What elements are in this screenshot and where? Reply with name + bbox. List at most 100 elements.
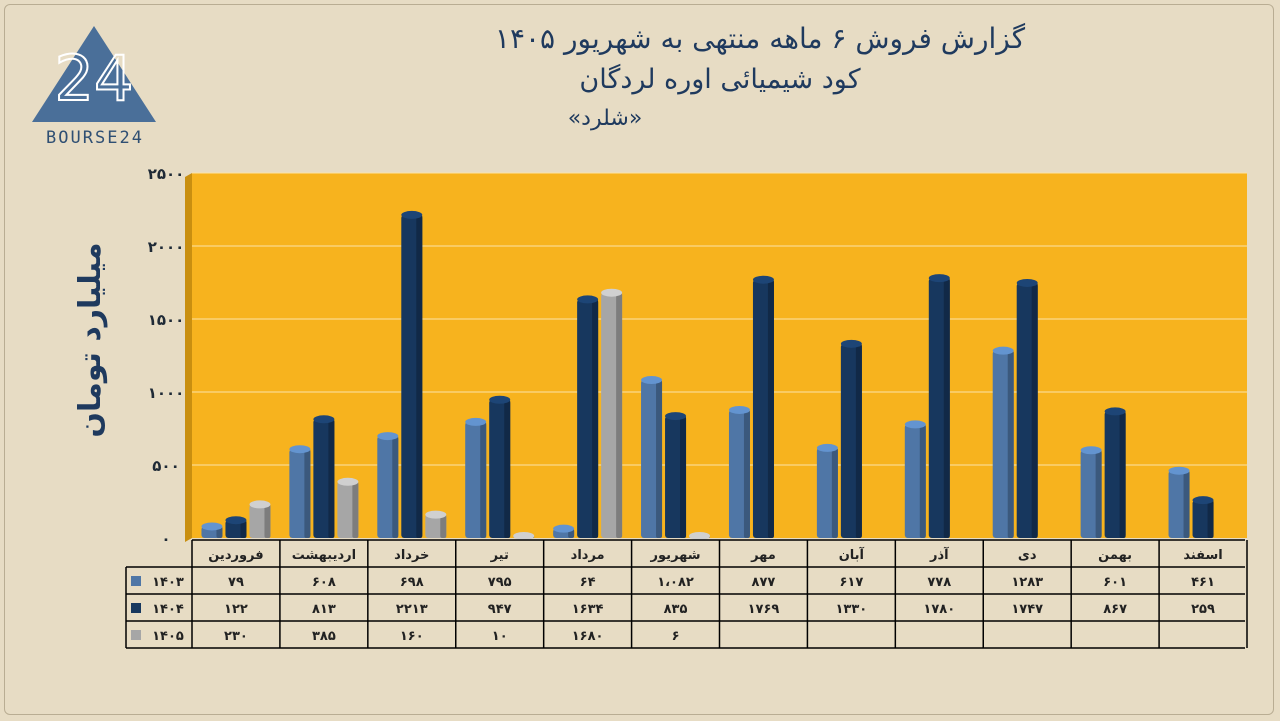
bar-cap	[201, 522, 223, 531]
bar-shade	[304, 449, 311, 538]
table-value: ۱۷۸۰	[923, 602, 955, 617]
bar-shade	[943, 278, 950, 538]
table-value: ۳۸۵	[312, 629, 336, 644]
bar-cap	[401, 210, 423, 219]
y-tick-label: ۲۰۰۰	[148, 238, 185, 256]
logo-triangle-icon: 24	[32, 26, 156, 122]
bar-cap	[489, 395, 511, 404]
slide-frame	[4, 4, 1274, 715]
chart-subtitle: کود شیمیائی اوره لردگان	[579, 64, 861, 95]
svg-text:24: 24	[55, 42, 134, 115]
table-value: ۲۳۰	[224, 629, 248, 644]
table-value: ۶۱۷	[839, 575, 863, 590]
bar-cap	[928, 274, 950, 283]
company-symbol: «شلرد»	[567, 106, 643, 131]
bar-shade	[416, 214, 423, 539]
bar-shade	[1095, 450, 1102, 538]
bar-shade	[743, 409, 750, 538]
table-value: ۸۷۷	[752, 575, 776, 590]
table-value: ۱۲۸۳	[1011, 575, 1043, 590]
table-value: ۸۱۳	[312, 602, 336, 617]
table-value: ۱۰	[492, 629, 508, 644]
table-value: ۶۰۸	[312, 575, 336, 590]
table-value: ۷۷۸	[927, 575, 951, 590]
bar-cap	[641, 376, 663, 385]
table-value: ۲۵۹	[1191, 602, 1215, 617]
table-value: ۱۶۰	[400, 629, 424, 644]
bar-cap	[337, 477, 359, 486]
bar-shade	[919, 424, 926, 538]
category-label: دی	[1018, 548, 1037, 563]
bar-shade	[1183, 470, 1190, 538]
category-label: تیر	[490, 548, 509, 563]
category-label: مرداد	[571, 548, 605, 563]
bar-cap	[992, 346, 1014, 355]
bar-shade	[480, 421, 487, 538]
category-label: اسفند	[1183, 548, 1222, 563]
table-value: ۶۹۸	[400, 575, 424, 590]
table-value: ۴۶۱	[1191, 575, 1215, 590]
table-value: ۶۰۱	[1103, 575, 1127, 590]
bar-shade	[831, 447, 838, 538]
bourse24-logo: 24 BOURSE24	[28, 24, 160, 154]
bar-shade	[352, 481, 359, 538]
bar-shade	[240, 520, 247, 538]
legend-label-۱۴۰۵: ۱۴۰۵	[152, 629, 184, 644]
bar-cap	[601, 288, 623, 297]
table-value: ۱۶۸۰	[572, 629, 604, 644]
table-value: ۶۴	[580, 575, 596, 590]
bar-cap	[313, 415, 335, 424]
bar-shade	[592, 299, 599, 538]
y-tick-label: ۲۵۰۰	[148, 165, 185, 183]
bar-cap	[840, 339, 862, 348]
category-label: بهمن	[1098, 548, 1132, 563]
bar-shade	[767, 279, 774, 538]
bar-cap	[1192, 496, 1214, 505]
y-tick-label: ۰	[161, 530, 170, 548]
bar-cap	[513, 532, 535, 540]
bar-shade	[1031, 282, 1038, 538]
category-label: اردیبهشت	[292, 548, 356, 563]
bar-shade	[1119, 411, 1126, 538]
legend-key-۱۴۰۳	[131, 576, 141, 586]
chart-title: گزارش فروش ۶ ماهه منتهی به شهریور ۱۴۰۵	[494, 22, 1026, 55]
bar-cap	[1104, 407, 1126, 416]
bar-shade	[264, 504, 271, 538]
legend-label-۱۴۰۳: ۱۴۰۳	[152, 575, 184, 590]
bar-cap	[1016, 278, 1038, 287]
bar-cap	[728, 405, 750, 414]
bar-cap	[249, 500, 271, 509]
table-value: ۱،۰۸۲	[657, 575, 694, 590]
bar-shade	[328, 419, 335, 538]
bar-cap	[1080, 446, 1102, 455]
bar-shade	[440, 514, 447, 538]
bar-cap	[553, 524, 575, 533]
table-value: ۹۴۷	[488, 602, 512, 617]
bar-cap	[577, 295, 599, 304]
table-value: ۸۶۷	[1103, 602, 1127, 617]
table-value: ۱۷۶۹	[748, 602, 780, 617]
bar-shade	[855, 343, 862, 538]
bar-cap	[665, 412, 687, 421]
legend-key-۱۴۰۵	[131, 630, 141, 640]
table-value: ۱۶۳۴	[572, 602, 604, 617]
bar-cap	[816, 443, 838, 452]
table-value: ۱۷۴۷	[1011, 602, 1043, 617]
table-value: ۲۲۱۳	[396, 602, 428, 617]
bar-cap	[225, 516, 247, 525]
bar-cap	[465, 417, 487, 426]
plot-side-wall	[185, 173, 192, 542]
legend-label-۱۴۰۴: ۱۴۰۴	[152, 602, 184, 617]
table-value: ۱۲۲	[224, 602, 248, 617]
table-value: ۷۹	[228, 575, 244, 590]
category-label: خرداد	[394, 548, 429, 563]
bar-cap	[289, 445, 311, 454]
bar-shade	[1207, 500, 1214, 538]
table-value: ۸۳۵	[664, 602, 688, 617]
bar-shade	[504, 399, 511, 538]
y-tick-label: ۵۰۰	[152, 457, 179, 475]
category-label: فروردین	[208, 548, 263, 563]
legend-key-۱۴۰۴	[131, 603, 141, 613]
category-label: آبان	[839, 546, 865, 563]
